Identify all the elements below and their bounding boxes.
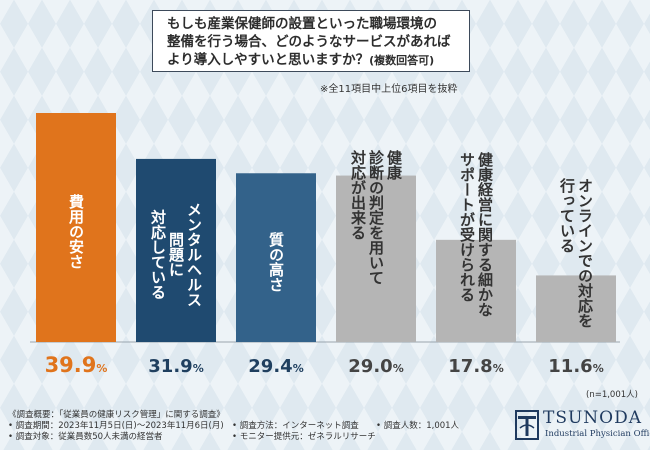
footer-survey-method: • 調査方法：インターネット調査 <box>232 421 359 431</box>
sample-size-note: (n=1,001人) <box>586 390 638 400</box>
bar-1 <box>36 113 116 342</box>
value-unit-6: % <box>593 362 604 375</box>
value-number-3: 29.4 <box>248 356 292 377</box>
footer-survey-title: 《調査概要：「従業員の健康リスク管理」に関する調査》 <box>8 410 225 420</box>
value-label-1: 39.9% <box>45 353 108 377</box>
value-label-4: 29.0% <box>348 356 403 377</box>
bar-3 <box>236 173 316 342</box>
bar-4 <box>336 175 416 342</box>
category-label-6-line-2: 行っている <box>558 177 576 253</box>
value-label-2: 31.9% <box>148 356 203 377</box>
question-line-3: より導入しやすいと思いますか？(複数回答可) <box>167 51 469 70</box>
category-label-5-line-2: サポートが受けられる <box>458 152 476 302</box>
category-label-2-line-1: メンタルヘルス <box>185 202 203 307</box>
value-number-1: 39.9 <box>45 353 97 377</box>
question-line-1: もしも産業保健師の設置といった職場環境の <box>167 16 437 32</box>
footer-survey-count: • 調査人数：1,001人 <box>376 421 460 431</box>
footer-col-1: 《調査概要：「従業員の健康リスク管理」に関する調査》 • 調査期間：2023年1… <box>8 410 225 443</box>
value-unit-2: % <box>193 362 204 375</box>
extract-note: ※全11項目中上位6項目を抜粋 <box>320 84 458 95</box>
value-unit-1: % <box>96 362 107 375</box>
value-label-6: 11.6% <box>548 356 603 377</box>
company-logo: TSUNODA Industrial Physician Office <box>515 408 650 444</box>
category-label-2-line-2: 問題に <box>167 232 185 277</box>
footer-monitor-provider: • モニター提供元：ゼネラルリサーチ <box>232 432 376 442</box>
category-label-4-line-2: 診断の判定を用いて <box>367 149 385 285</box>
footer-col-3: • 調査人数：1,001人 <box>376 421 459 432</box>
bar-5 <box>436 239 516 342</box>
footer-survey-target: • 調査対象：従業員数50人未満の経営者 <box>8 432 163 442</box>
value-unit-5: % <box>493 362 504 375</box>
value-label-5: 17.8% <box>448 356 503 377</box>
bar-2 <box>136 158 216 342</box>
value-unit-4: % <box>393 362 404 375</box>
question-box: もしも産業保健師の設置といった職場環境の 整備を行う場合、どのようなサービスがあ… <box>152 10 470 72</box>
value-number-6: 11.6 <box>548 356 592 377</box>
value-unit-3: % <box>293 362 304 375</box>
question-line-2: 整備を行う場合、どのようなサービスがあれば <box>167 34 451 50</box>
category-label-4-line-3: 対応が出来る <box>349 149 367 240</box>
value-label-3: 29.4% <box>248 356 303 377</box>
category-label-5-line-1: 健康経営に関する細かな <box>476 151 494 317</box>
footer-survey-period: • 調査期間：2023年11月5日(日)～2023年11月6日(月) <box>8 421 224 431</box>
value-number-4: 29.0 <box>348 356 392 377</box>
category-label-6-line-1: オンラインでの対応を <box>576 178 594 328</box>
footer-col-2: • 調査方法：インターネット調査 • モニター提供元：ゼネラルリサーチ <box>232 421 376 443</box>
logo-subtitle: Industrial Physician Office <box>545 429 650 439</box>
value-number-2: 31.9 <box>148 356 192 377</box>
category-label-3-line-1: 質の高さ <box>267 231 285 292</box>
question-multi-note: (複数回答可) <box>369 54 435 67</box>
value-number-5: 17.8 <box>448 356 492 377</box>
category-label-4-line-1: 健康 <box>385 149 403 181</box>
bar-6 <box>536 275 616 342</box>
question-line-3-main: より導入しやすいと思いますか？ <box>167 52 370 68</box>
category-label-2-line-3: 対応している <box>149 209 167 300</box>
logo-mark-icon <box>515 410 539 440</box>
category-label-1-line-1: 費用の安さ <box>67 193 85 269</box>
logo-name: TSUNODA <box>543 408 643 428</box>
